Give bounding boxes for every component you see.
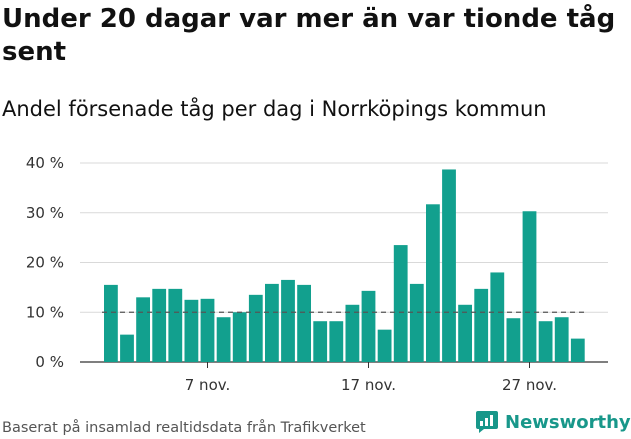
bar-chart: 0 % 10 % 20 % 30 % 40 % 7 nov. 17 nov. 27 nov. [26, 154, 608, 394]
bar [474, 288, 489, 362]
bar [506, 318, 521, 362]
bar [490, 272, 505, 362]
source-note: Baserat på insamlad realtidsdata från Tr… [2, 420, 366, 436]
bar [538, 321, 553, 362]
bar [168, 288, 183, 362]
bar [522, 211, 537, 362]
bar [184, 299, 199, 362]
y-tick-label: 40 % [26, 154, 64, 172]
bar [297, 284, 311, 362]
y-tick-label: 10 % [26, 303, 64, 321]
bar [248, 294, 263, 362]
bar [232, 312, 247, 362]
bar [377, 329, 392, 362]
x-tick-label: 27 nov. [502, 376, 557, 394]
bar [442, 169, 456, 362]
bar [200, 298, 215, 362]
x-tick-label: 17 nov. [341, 376, 396, 394]
y-tick-label: 20 % [26, 254, 64, 272]
bar [152, 288, 167, 362]
bar [409, 283, 424, 362]
bar [104, 284, 118, 362]
chart-title: Under 20 dagar var mer än var tionde tåg… [2, 4, 616, 67]
bar [458, 304, 472, 362]
bar [426, 204, 440, 362]
bar [329, 321, 344, 362]
brand-name: Newsworthy [505, 411, 631, 433]
newsworthy-logo-icon [476, 411, 498, 433]
y-tick-label: 30 % [26, 204, 64, 222]
bar [265, 283, 279, 362]
bar [120, 334, 134, 362]
bars [104, 169, 585, 362]
bar [570, 338, 585, 362]
y-tick-label: 0 % [35, 353, 64, 371]
bar [345, 304, 360, 362]
axis-labels: 0 % 10 % 20 % 30 % 40 % 7 nov. 17 nov. 27 nov. [26, 154, 557, 394]
bar [281, 279, 295, 362]
bar [216, 317, 231, 362]
x-tick-label: 7 nov. [185, 376, 230, 394]
chart-subtitle: Andel försenade tåg per dag i Norrköping… [2, 97, 547, 121]
bar [136, 297, 150, 362]
bar [313, 321, 328, 362]
bar [361, 290, 376, 362]
bar [554, 317, 569, 362]
bar [393, 245, 408, 362]
brand-logo: Newsworthy [475, 410, 631, 434]
